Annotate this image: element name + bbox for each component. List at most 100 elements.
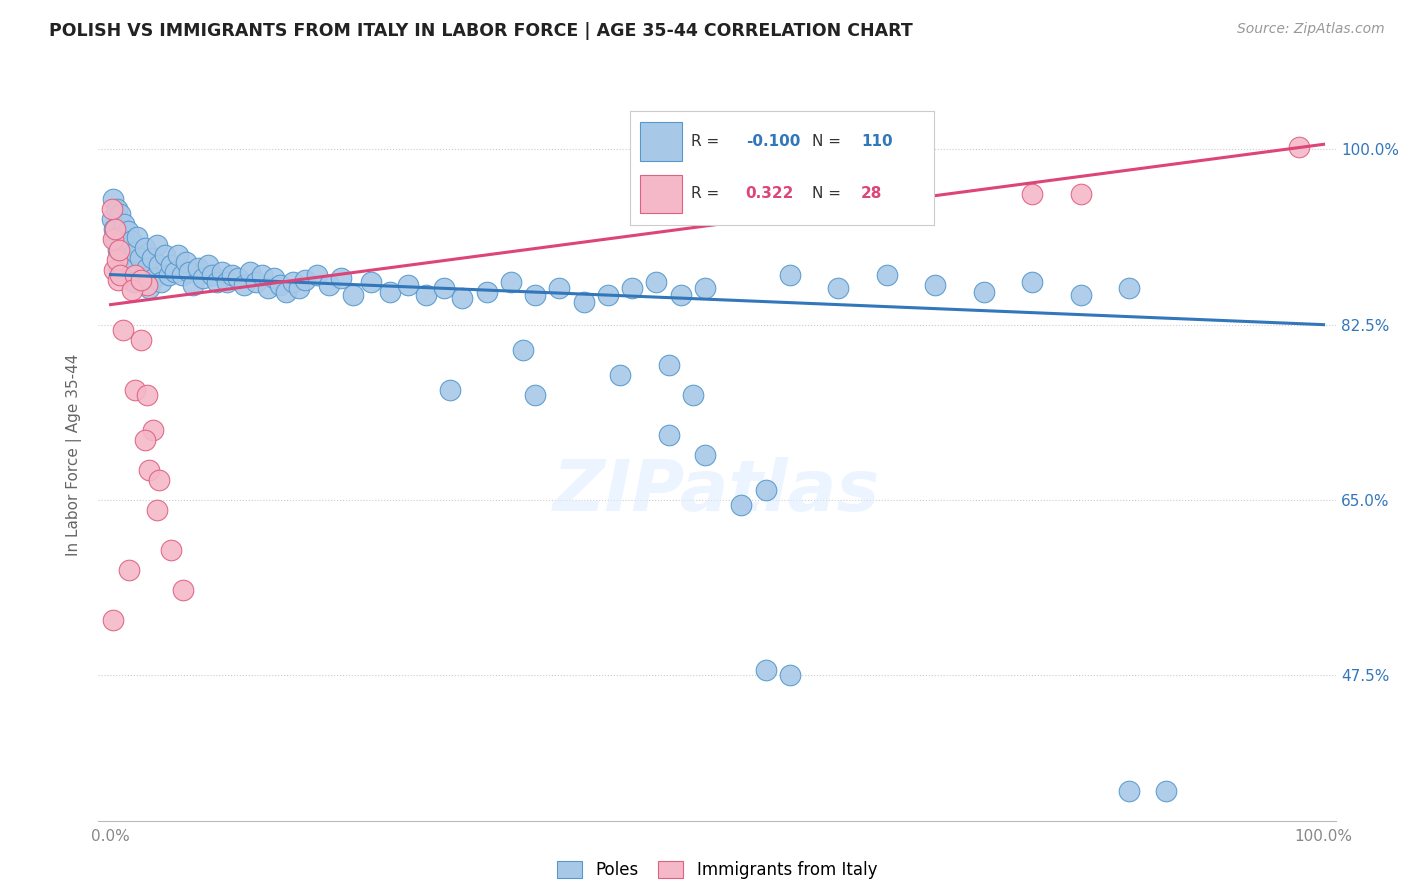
Legend: Poles, Immigrants from Italy: Poles, Immigrants from Italy: [550, 854, 884, 886]
Point: [145, 503, 167, 517]
Point: [134, 433, 156, 447]
Text: ZIPatlas: ZIPatlas: [554, 457, 880, 526]
Point: [105, 202, 128, 217]
Point: [396, 277, 419, 292]
Point: [111, 323, 134, 337]
Point: [226, 270, 249, 285]
Point: [172, 268, 194, 282]
Point: [572, 294, 595, 309]
Point: [136, 388, 159, 402]
Point: [148, 258, 170, 272]
Point: [548, 280, 571, 294]
Point: [1288, 140, 1310, 154]
Point: [181, 277, 204, 292]
Point: [104, 222, 127, 236]
Point: [187, 260, 209, 275]
Point: [755, 664, 778, 678]
Point: [101, 193, 124, 207]
Point: [101, 613, 124, 627]
Point: [136, 277, 159, 292]
Point: [239, 264, 262, 278]
Point: [211, 264, 233, 278]
Point: [730, 498, 752, 512]
Point: [174, 254, 197, 268]
Point: [120, 235, 142, 249]
Point: [973, 285, 995, 299]
Point: [215, 275, 238, 289]
Point: [110, 227, 132, 242]
Point: [128, 251, 150, 265]
Point: [103, 222, 125, 236]
Point: [876, 268, 898, 282]
Point: [1154, 783, 1177, 797]
Point: [107, 272, 129, 286]
Point: [131, 270, 153, 285]
Point: [221, 268, 243, 282]
Point: [163, 264, 186, 278]
Point: [233, 277, 256, 292]
Point: [124, 383, 146, 397]
Point: [110, 207, 132, 221]
Point: [609, 368, 631, 382]
Point: [269, 277, 291, 292]
Point: [596, 287, 619, 301]
Point: [360, 275, 382, 289]
Point: [148, 473, 170, 487]
Point: [330, 270, 353, 285]
Point: [693, 448, 716, 462]
Point: [524, 388, 547, 402]
Point: [669, 287, 692, 301]
Point: [621, 280, 644, 294]
Point: [512, 343, 534, 357]
Point: [433, 280, 456, 294]
Point: [250, 268, 273, 282]
Point: [378, 285, 401, 299]
Point: [115, 254, 138, 268]
Point: [179, 264, 201, 278]
Point: [439, 383, 461, 397]
Point: [276, 285, 298, 299]
Point: [107, 243, 129, 257]
Point: [143, 270, 166, 285]
Point: [118, 563, 141, 577]
Point: [111, 247, 134, 261]
Point: [779, 268, 801, 282]
Point: [118, 264, 141, 278]
Point: [172, 583, 194, 598]
Point: [134, 240, 156, 254]
Point: [124, 244, 146, 259]
Text: POLISH VS IMMIGRANTS FROM ITALY IN LABOR FORCE | AGE 35-44 CORRELATION CHART: POLISH VS IMMIGRANTS FROM ITALY IN LABOR…: [49, 22, 912, 40]
Point: [108, 243, 131, 257]
Point: [117, 225, 139, 239]
Point: [645, 275, 668, 289]
Point: [657, 428, 679, 442]
Point: [150, 275, 173, 289]
Point: [657, 358, 679, 372]
Point: [112, 218, 135, 232]
Point: [104, 232, 127, 246]
Point: [281, 275, 304, 289]
Point: [141, 251, 163, 265]
Point: [122, 275, 145, 289]
Point: [108, 262, 131, 277]
Point: [145, 237, 167, 252]
Point: [475, 285, 498, 299]
Point: [451, 291, 474, 305]
Point: [191, 270, 214, 285]
Point: [924, 277, 946, 292]
Point: [1118, 783, 1140, 797]
Point: [827, 280, 849, 294]
Point: [245, 275, 267, 289]
Point: [100, 202, 122, 217]
Point: [207, 275, 229, 289]
Point: [160, 258, 183, 272]
Point: [197, 258, 219, 272]
Point: [121, 283, 143, 297]
Point: [129, 333, 152, 347]
Point: [118, 244, 141, 259]
Point: [287, 280, 309, 294]
Point: [136, 260, 159, 275]
Point: [160, 543, 183, 558]
Point: [142, 423, 165, 437]
Point: [138, 280, 160, 294]
